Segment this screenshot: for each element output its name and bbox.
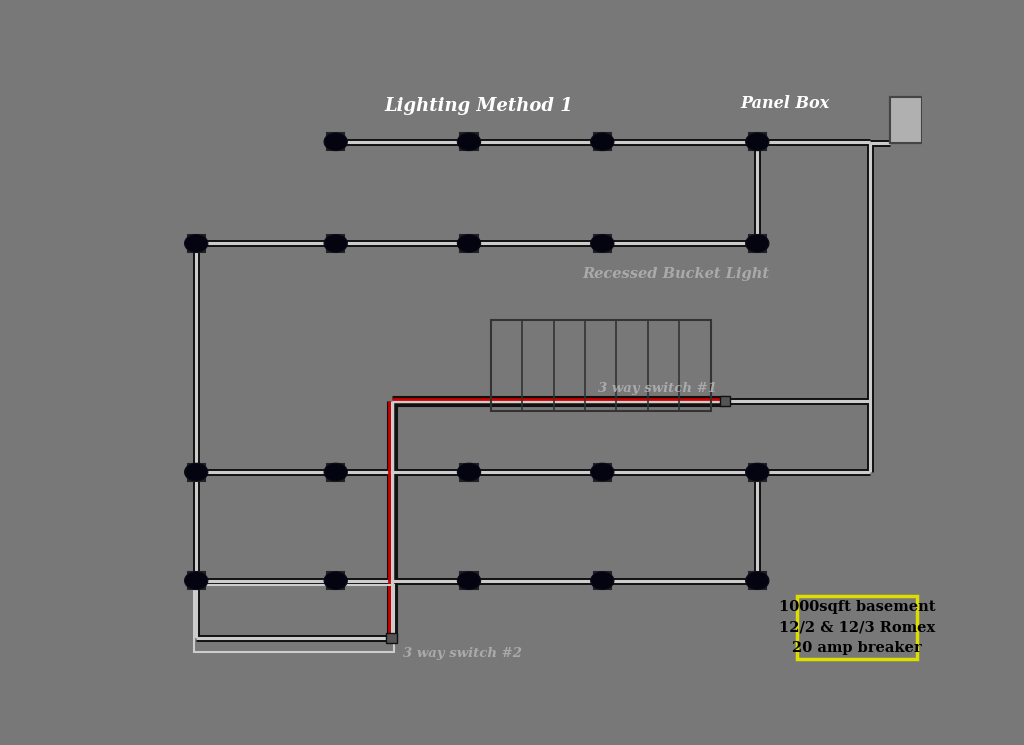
Ellipse shape	[184, 463, 208, 481]
Text: 3 way switch #2: 3 way switch #2	[403, 647, 522, 659]
Bar	[461, 133, 477, 150]
Ellipse shape	[458, 133, 480, 150]
Ellipse shape	[324, 572, 347, 589]
Bar	[461, 235, 477, 252]
Bar	[797, 596, 916, 659]
Bar	[594, 235, 611, 252]
Ellipse shape	[745, 463, 769, 481]
Bar	[194, 585, 394, 653]
Ellipse shape	[745, 133, 769, 150]
Ellipse shape	[458, 235, 480, 253]
Bar	[890, 97, 922, 143]
Bar	[749, 235, 766, 252]
Text: 20 amp breaker: 20 amp breaker	[793, 641, 922, 656]
Bar	[461, 572, 477, 589]
Ellipse shape	[591, 133, 614, 150]
Bar	[720, 396, 730, 406]
Bar	[594, 463, 611, 481]
Bar	[490, 320, 711, 411]
Bar	[749, 133, 766, 150]
Bar	[749, 572, 766, 589]
Ellipse shape	[591, 463, 614, 481]
Ellipse shape	[184, 235, 208, 253]
Text: 3 way switch #1: 3 way switch #1	[598, 381, 717, 395]
Bar	[328, 463, 344, 481]
Text: Panel Box: Panel Box	[740, 95, 829, 112]
Bar	[187, 463, 205, 481]
Text: Lighting Method 1: Lighting Method 1	[385, 98, 573, 115]
Bar	[187, 572, 205, 589]
Ellipse shape	[458, 463, 480, 481]
Ellipse shape	[458, 572, 480, 589]
Ellipse shape	[591, 235, 614, 253]
Bar	[890, 97, 922, 143]
Text: 12/2 & 12/3 Romex: 12/2 & 12/3 Romex	[779, 621, 935, 635]
Bar	[461, 463, 477, 481]
Bar	[328, 572, 344, 589]
Bar	[328, 133, 344, 150]
Ellipse shape	[745, 235, 769, 253]
Bar	[594, 572, 611, 589]
Bar	[749, 463, 766, 481]
Bar	[328, 235, 344, 252]
Ellipse shape	[184, 572, 208, 589]
Ellipse shape	[591, 572, 614, 589]
Bar	[594, 133, 611, 150]
Ellipse shape	[324, 463, 347, 481]
Text: Recessed Bucket Light: Recessed Bucket Light	[583, 267, 770, 281]
Bar	[386, 633, 396, 643]
Bar	[187, 235, 205, 252]
Ellipse shape	[745, 572, 769, 589]
Text: 1000sqft basement: 1000sqft basement	[778, 600, 935, 614]
Ellipse shape	[324, 235, 347, 253]
Ellipse shape	[324, 133, 347, 150]
